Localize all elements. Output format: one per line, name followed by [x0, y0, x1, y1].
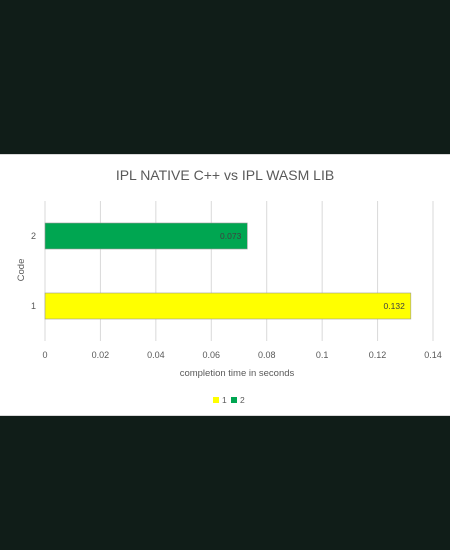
data-label-1: 0.132 [384, 301, 406, 311]
bars: 0.132 0.073 [45, 223, 411, 319]
gridlines [45, 201, 433, 341]
x-tick-label: 0.02 [92, 350, 110, 360]
x-axis-title: completion time in seconds [180, 368, 295, 379]
y-axis-ticks: 12 [31, 231, 36, 311]
legend-label: 2 [240, 395, 245, 405]
y-axis-title: Code [16, 259, 27, 282]
x-axis-ticks: 0 0.02 0.04 0.06 0.08 0.1 0.12 0.14 [42, 350, 441, 360]
x-tick-label: 0.1 [316, 350, 329, 360]
bar-2 [45, 223, 247, 249]
data-label-2: 0.073 [220, 231, 242, 241]
x-tick-label: 0.06 [203, 350, 221, 360]
bar-chart: IPL NATIVE C++ vs IPL WASM LIB 0.132 0.07… [0, 155, 450, 415]
legend-swatch [213, 397, 219, 403]
y-tick-label: 1 [31, 301, 36, 311]
bar-1 [45, 293, 411, 319]
x-tick-label: 0.12 [369, 350, 387, 360]
legend-swatch [231, 397, 237, 403]
x-tick-label: 0 [42, 350, 47, 360]
chart-title: IPL NATIVE C++ vs IPL WASM LIB [116, 167, 334, 183]
chart-panel: IPL NATIVE C++ vs IPL WASM LIB 0.132 0.07… [0, 154, 450, 416]
x-tick-label: 0.14 [424, 350, 442, 360]
y-tick-label: 2 [31, 231, 36, 241]
legend-label: 1 [222, 395, 227, 405]
x-tick-label: 0.04 [147, 350, 165, 360]
x-tick-label: 0.08 [258, 350, 276, 360]
